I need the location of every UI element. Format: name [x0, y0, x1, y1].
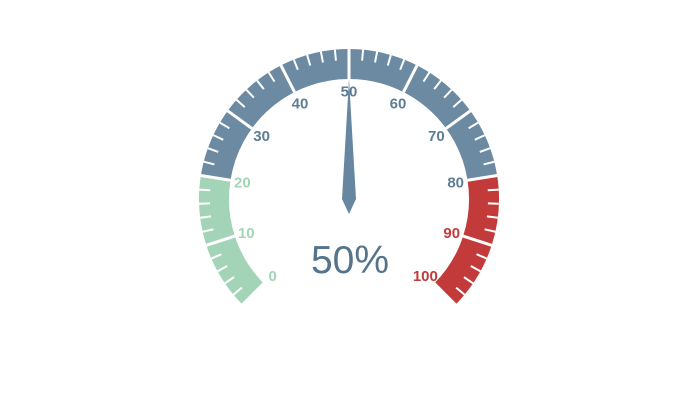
- gauge-tick-label: 10: [238, 225, 255, 242]
- gauge-minor-tick: [422, 71, 431, 83]
- gauge-minor-tick: [399, 59, 406, 71]
- gauge-minor-tick: [212, 134, 224, 141]
- gauge-minor-tick: [333, 49, 337, 61]
- gauge-minor-tick: [306, 54, 312, 66]
- gauge-major-tick: [205, 234, 236, 247]
- gauge-major-tick: [226, 109, 253, 130]
- gauge-minor-tick: [361, 49, 365, 61]
- gauge-minor-tick: [486, 215, 498, 219]
- gauge-major-tick: [462, 234, 493, 247]
- gauge-end-caps: [240, 281, 458, 308]
- gauge-minor-tick: [245, 88, 255, 99]
- gauge-ticks: [199, 49, 499, 296]
- gauge-tick-label: 70: [428, 128, 445, 145]
- gauge-minor-tick: [219, 121, 230, 130]
- gauge-minor-tick: [483, 160, 495, 166]
- gauge-minor-tick: [202, 228, 214, 233]
- gauge-minor-tick: [479, 147, 491, 153]
- gauge-minor-tick: [210, 253, 222, 260]
- gauge-minor-tick: [232, 286, 243, 296]
- gauge-minor-tick: [484, 228, 496, 233]
- gauge-tick-label: 20: [234, 175, 251, 192]
- gauge-minor-tick: [470, 265, 481, 273]
- gauge-minor-tick: [267, 71, 276, 83]
- gauge-tick-labels: 0 10 20 30 40 50 60 70 80 90 100: [234, 84, 464, 285]
- gauge-value-label: 50%: [311, 239, 389, 282]
- gauge-minor-tick: [235, 99, 246, 108]
- gauge-minor-tick: [374, 51, 379, 63]
- gauge-minor-tick: [443, 88, 453, 99]
- gauge-tick-label: 50: [341, 84, 358, 101]
- gauge-minor-tick: [224, 276, 235, 285]
- gauge-major-tick: [200, 174, 231, 182]
- gauge-end-cap: [240, 281, 267, 308]
- gauge-minor-tick: [487, 188, 499, 192]
- gauge-major-tick: [402, 64, 419, 93]
- gauge-tick-label: 90: [443, 225, 460, 242]
- gauge-tick-label: 80: [447, 175, 464, 192]
- gauge-minor-tick: [319, 51, 324, 63]
- gauge-tick-label: 100: [413, 268, 438, 285]
- gauge-minor-tick: [468, 121, 479, 130]
- gauge-minor-tick: [474, 134, 486, 141]
- gauge-minor-tick: [476, 253, 488, 260]
- gauge-minor-tick: [386, 54, 392, 66]
- gauge-major-tick: [445, 109, 472, 130]
- gauge-tick-label: 60: [390, 95, 407, 112]
- gauge-minor-tick: [217, 265, 228, 273]
- gauge-tick-label: 30: [253, 128, 270, 145]
- gauge-minor-tick: [207, 147, 219, 153]
- gauge-tick-label: 40: [292, 95, 309, 112]
- gauge-end-cap: [431, 281, 458, 308]
- gauge-minor-tick: [455, 286, 466, 296]
- gauge-minor-tick: [256, 79, 265, 90]
- gauge-minor-tick: [452, 99, 463, 108]
- gauge-minor-tick: [203, 160, 215, 166]
- gauge-minor-tick: [433, 79, 442, 90]
- gauge-minor-tick: [292, 59, 299, 71]
- gauge-minor-tick: [463, 276, 474, 285]
- gauge-minor-tick: [200, 215, 212, 219]
- gauge-major-tick: [467, 174, 498, 182]
- gauge-major-tick: [279, 64, 296, 93]
- gauge-tick-label: 0: [268, 268, 276, 285]
- gauge-minor-tick: [199, 188, 211, 192]
- gauge-needle: [342, 79, 356, 214]
